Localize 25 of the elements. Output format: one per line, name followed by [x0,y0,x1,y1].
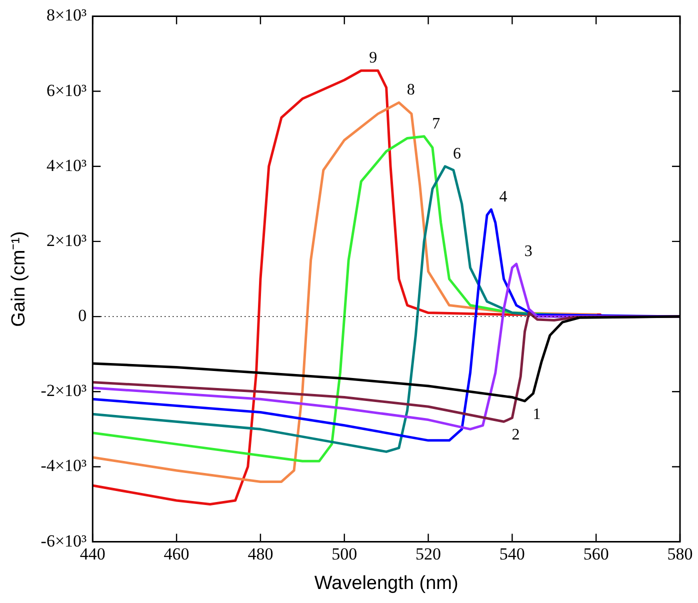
x-tick-label: 520 [416,544,442,564]
x-tick-label: 480 [248,544,274,564]
y-tick-label: 2×10³ [46,230,87,250]
y-tick-label: 4×10³ [46,156,87,175]
series-label: 3 [524,242,532,260]
series-label: 9 [369,50,378,67]
x-tick-label: 540 [499,544,525,564]
x-tick-label: 440 [80,544,106,564]
series-label: 2 [512,426,520,444]
series-label: 4 [499,188,508,206]
x-tick-label: 500 [332,544,358,564]
y-tick-label: -4×10³ [40,456,87,476]
x-tick-label: 460 [164,544,190,564]
y-tick-label: 0 [78,306,87,326]
y-axis-title: Gain (cm⁻¹) [8,231,30,327]
x-tick-label: 580 [667,544,693,564]
x-axis-title: Wavelength (nm) [314,572,458,594]
series-label: 8 [406,82,415,99]
x-tick-label: 560 [583,544,609,564]
series-label: 7 [432,115,440,132]
series-label: 6 [453,145,462,162]
series-label: 1 [532,406,541,424]
y-tick-label: 6×10³ [46,80,87,100]
y-tick-label: -2×10³ [40,381,87,400]
y-tick-label: 8×10³ [46,6,87,25]
